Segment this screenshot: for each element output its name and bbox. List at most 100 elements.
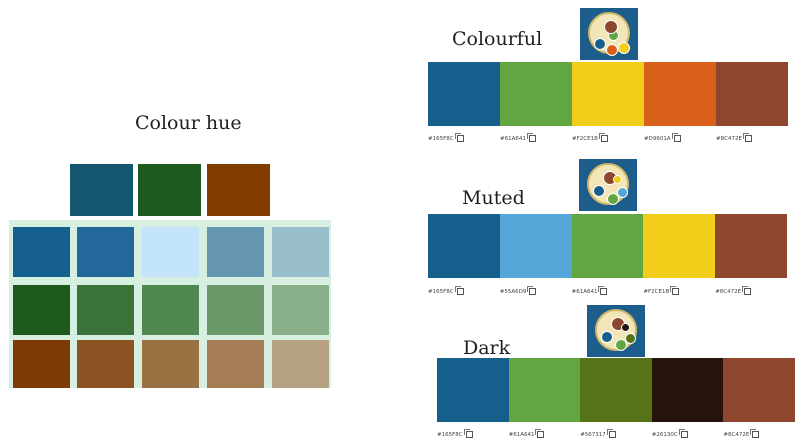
hue-grid-swatch <box>142 285 199 335</box>
plate-dot <box>621 323 630 332</box>
hue-grid-swatch <box>13 285 70 335</box>
plate-dot <box>618 42 630 54</box>
palette-swatch[interactable] <box>508 358 581 422</box>
plate-dot <box>607 193 619 205</box>
copy-icon[interactable] <box>598 133 608 142</box>
hue-top-swatch <box>70 164 133 216</box>
colour-hue-title: Colour hue <box>135 112 242 134</box>
color-code-label: #165F8C <box>428 288 454 295</box>
color-code[interactable]: #165F8C <box>428 133 464 142</box>
hue-grid-swatch <box>142 227 199 277</box>
hue-grid-swatch <box>142 340 199 388</box>
plate-icon <box>587 163 629 205</box>
color-code[interactable]: #55A6D9 <box>499 286 537 295</box>
color-code[interactable]: #567317 <box>580 429 616 438</box>
color-code[interactable]: #F2CE1B <box>643 286 680 295</box>
palette-swatch[interactable] <box>500 62 572 126</box>
copy-icon[interactable] <box>742 286 752 295</box>
palette-title: Muted <box>462 187 525 209</box>
palette-swatch[interactable] <box>437 358 509 422</box>
plate-dot <box>604 20 618 34</box>
copy-icon[interactable] <box>678 429 688 438</box>
copy-icon[interactable] <box>671 133 681 142</box>
color-code[interactable]: #61A641 <box>571 286 608 295</box>
copy-icon[interactable] <box>463 429 473 438</box>
color-code[interactable]: #61A641 <box>509 429 545 438</box>
plate-dot <box>613 175 622 184</box>
copy-icon[interactable] <box>454 286 464 295</box>
color-code-label: #F2CE1B <box>643 288 670 295</box>
hue-grid-swatch <box>77 340 134 388</box>
copy-icon[interactable] <box>598 286 608 295</box>
color-code-label: #8C472E <box>716 135 742 142</box>
color-code[interactable]: #F2CE1B <box>572 133 608 142</box>
plate-dot <box>593 185 605 197</box>
color-code[interactable]: #165F8C <box>437 429 473 438</box>
palette-codes: #165F8C #61A641 #567317 #26130C #8C472E <box>437 429 795 441</box>
hue-grid-swatch <box>13 227 70 277</box>
hue-top-swatch <box>207 164 270 216</box>
color-code-label: #D9601A <box>644 135 671 142</box>
palette-title: Colourful <box>452 28 543 50</box>
palette-title: Dark <box>463 337 511 359</box>
palette-swatch[interactable] <box>580 358 652 422</box>
copy-icon[interactable] <box>527 286 537 295</box>
palette-codes: #165F8C #55A6D9 #61A641 #F2CE1B #8C472E <box>428 286 787 298</box>
plate-icon <box>588 12 630 56</box>
hue-grid-swatch <box>207 227 264 277</box>
palette-swatch[interactable] <box>716 62 788 126</box>
plate-dot <box>617 187 628 198</box>
palette-strip <box>428 214 787 278</box>
color-code[interactable]: #D9601A <box>644 133 681 142</box>
copy-icon[interactable] <box>742 133 752 142</box>
palette-swatch[interactable] <box>499 214 572 278</box>
copy-icon[interactable] <box>454 133 464 142</box>
palette-swatch[interactable] <box>571 214 644 278</box>
color-code[interactable]: #165F8C <box>428 286 464 295</box>
color-code-label: #165F8C <box>437 431 463 438</box>
plate-dot <box>601 331 613 343</box>
palette-swatch[interactable] <box>651 358 724 422</box>
color-code[interactable]: #8C472E <box>716 133 752 142</box>
copy-icon[interactable] <box>750 429 760 438</box>
palette-swatch[interactable] <box>572 62 644 126</box>
plate-dot <box>625 333 636 344</box>
palette-swatch[interactable] <box>428 214 500 278</box>
palette-plate-icon <box>587 305 645 357</box>
copy-icon[interactable] <box>526 133 536 142</box>
palette-codes: #165F8C #61A641 #F2CE1B #D9601A #8C472E <box>428 133 788 145</box>
hue-top-swatch <box>138 164 201 216</box>
palette-plate-icon <box>580 8 638 60</box>
palette-strip <box>437 358 795 422</box>
hue-grid-swatch <box>272 227 329 277</box>
color-code-label: #567317 <box>580 431 606 438</box>
color-code[interactable]: #61A641 <box>500 133 536 142</box>
hue-grid-swatch <box>207 285 264 335</box>
hue-grid-swatch <box>272 285 329 335</box>
hue-grid-swatch <box>77 227 134 277</box>
color-code[interactable]: #8C472E <box>723 429 760 438</box>
hue-grid-swatch <box>13 340 70 388</box>
hue-grid-swatch <box>272 340 329 388</box>
color-code[interactable]: #26130C <box>651 429 688 438</box>
copy-icon[interactable] <box>670 286 680 295</box>
color-code-label: #61A641 <box>571 288 598 295</box>
hue-grid-swatch <box>77 285 134 335</box>
plate-dot <box>615 339 627 351</box>
copy-icon[interactable] <box>535 429 545 438</box>
palette-swatch[interactable] <box>644 62 716 126</box>
palette-swatch[interactable] <box>428 62 500 126</box>
copy-icon[interactable] <box>606 429 616 438</box>
color-code-label: #165F8C <box>428 135 454 142</box>
color-code-label: #8C472E <box>715 288 742 295</box>
palette-swatch[interactable] <box>715 214 787 278</box>
palette-strip <box>428 62 788 126</box>
color-code-label: #55A6D9 <box>499 288 527 295</box>
palette-swatch[interactable] <box>643 214 716 278</box>
color-code-label: #8C472E <box>723 431 750 438</box>
plate-icon <box>595 309 637 351</box>
color-code[interactable]: #8C472E <box>715 286 752 295</box>
color-code-label: #26130C <box>651 431 678 438</box>
color-code-label: #61A641 <box>500 135 526 142</box>
palette-swatch[interactable] <box>723 358 795 422</box>
